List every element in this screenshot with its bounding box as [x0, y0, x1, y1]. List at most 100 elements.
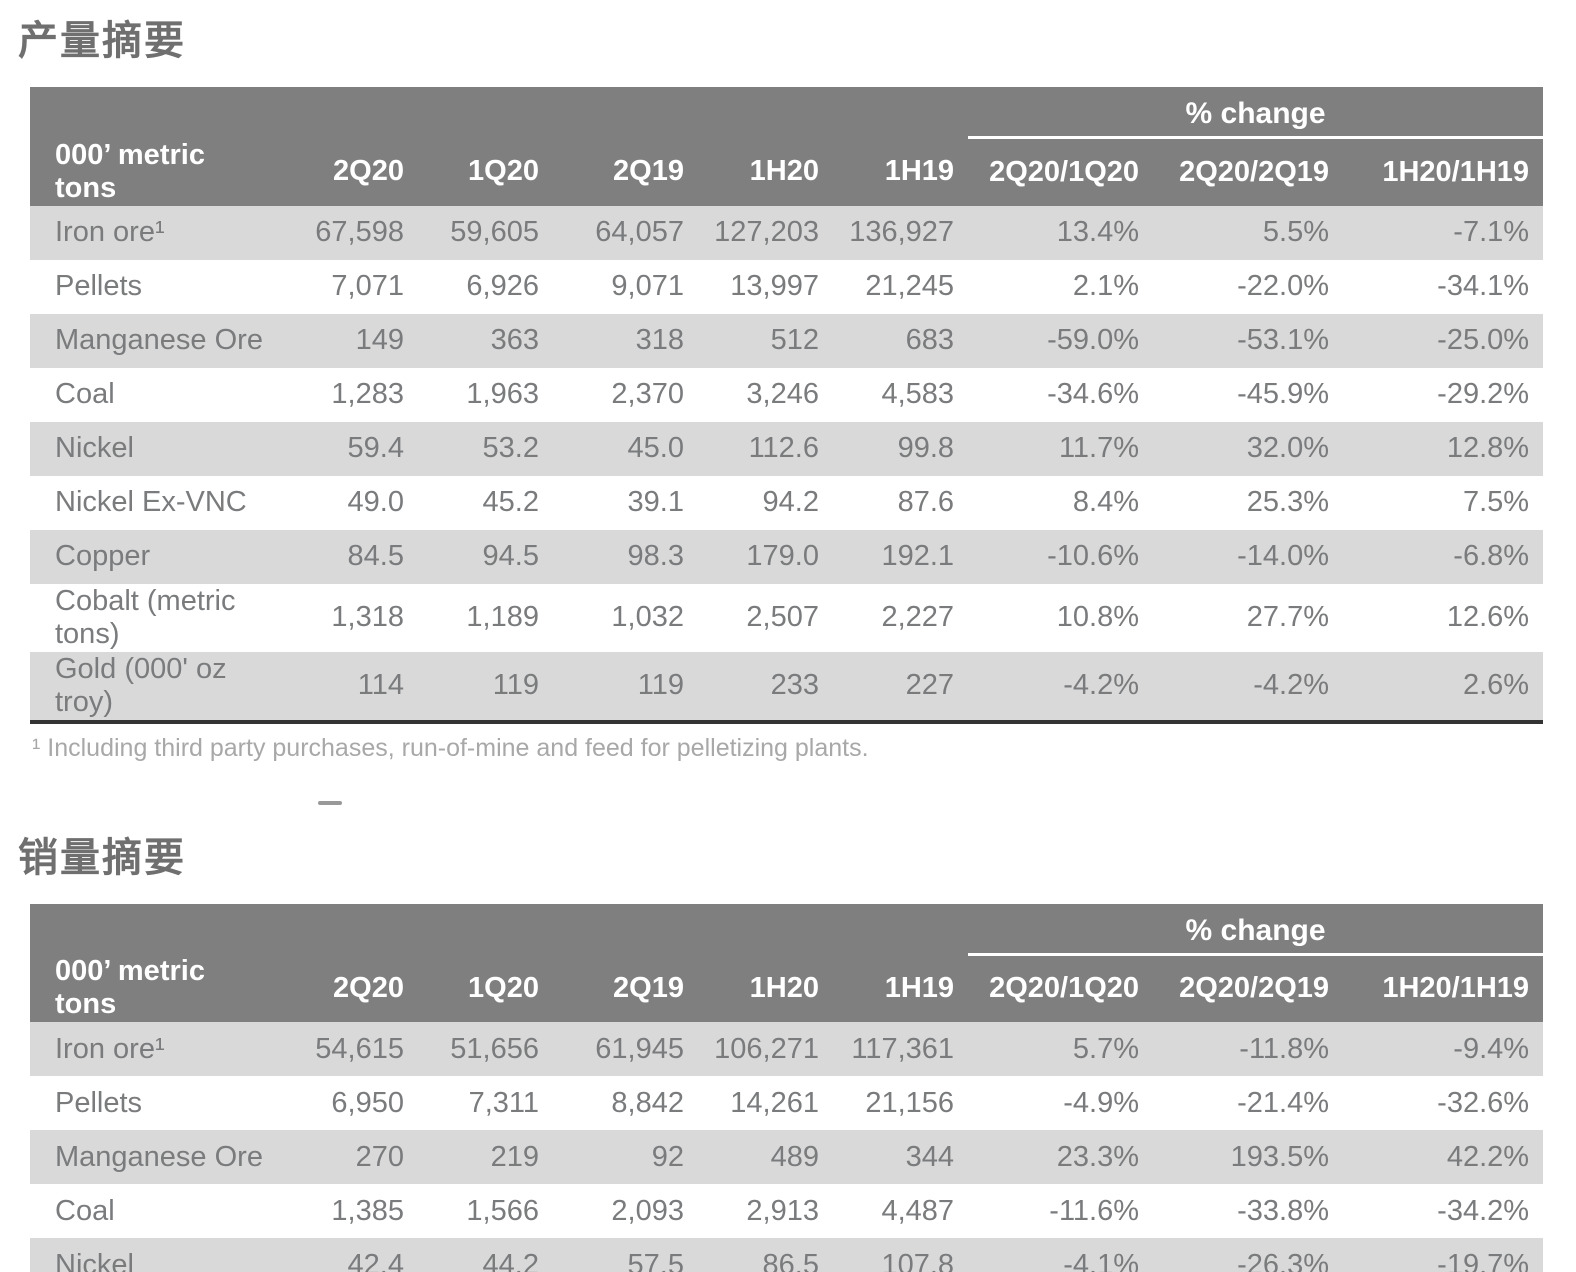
cell-value: 12.8% [1343, 421, 1544, 476]
cell-value: 1,032 [553, 583, 698, 652]
col-header-unit: 000’ metric tons [30, 954, 280, 1022]
table-row: Cobalt (metric tons) 1,318 1,189 1,032 2,507… [30, 583, 1544, 652]
production-table: % change 000’ metric tons 2Q20 1Q20 2Q19… [30, 87, 1544, 724]
cell-value: 5.5% [1153, 205, 1344, 260]
cell-value: 13.4% [968, 205, 1154, 260]
cell-value: 512 [698, 313, 833, 368]
cell-value: 9,071 [553, 259, 698, 314]
row-label: Pellets [30, 259, 280, 314]
cell-value: 51,656 [418, 1022, 553, 1076]
row-label: Coal [30, 1184, 280, 1238]
table-row: Pellets 6,950 7,311 8,842 14,261 21,156 -4.9% -… [30, 1076, 1544, 1130]
cell-value: 1,318 [280, 583, 418, 652]
cell-value: 193.5% [1153, 1130, 1344, 1184]
col-header-1h20-1h19: 1H20/1H19 [1343, 137, 1544, 206]
cell-value: 25.3% [1153, 475, 1344, 530]
cell-value: -29.2% [1343, 367, 1544, 422]
cell-value: 84.5 [280, 529, 418, 584]
col-header-1h20: 1H20 [698, 954, 833, 1022]
cell-value: 119 [418, 651, 553, 722]
cell-value: 86.5 [698, 1238, 833, 1272]
col-header-1q20: 1Q20 [418, 137, 553, 206]
cell-value: -21.4% [1153, 1076, 1344, 1130]
cell-value: 57.5 [553, 1238, 698, 1272]
table-row: Gold (000' oz troy) 114 119 119 233 227 -4.2% -… [30, 651, 1544, 722]
col-header-1q20: 1Q20 [418, 954, 553, 1022]
col-header-1h19: 1H19 [833, 954, 969, 1022]
cell-value: 61,945 [553, 1022, 698, 1076]
cell-value: 11.7% [968, 421, 1154, 476]
table-row: Nickel Ex-VNC 49.0 45.2 39.1 94.2 87.6 8.4% 25.… [30, 475, 1544, 530]
col-header-1h20: 1H20 [698, 137, 833, 206]
cell-value: 14,261 [698, 1076, 833, 1130]
cell-value: 318 [553, 313, 698, 368]
table-row: Manganese Ore 270 219 92 489 344 23.3% 193.5% 42… [30, 1130, 1544, 1184]
cell-value: -4.1% [968, 1238, 1154, 1272]
cell-value: 2,913 [698, 1184, 833, 1238]
cell-value: -11.6% [968, 1184, 1154, 1238]
cell-value: 53.2 [418, 421, 553, 476]
cell-value: 2,227 [833, 583, 969, 652]
cell-value: -14.0% [1153, 529, 1344, 584]
cell-value: -34.1% [1343, 259, 1544, 314]
row-label: Nickel Ex-VNC [30, 475, 280, 530]
col-header-2q20-1q20: 2Q20/1Q20 [968, 137, 1154, 206]
cell-value: 59.4 [280, 421, 418, 476]
production-footnote: ¹ Including third party purchases, run-o… [32, 733, 869, 762]
row-label: Nickel [30, 1238, 280, 1272]
production-section-title: 产量摘要 [18, 17, 186, 64]
cell-value: 119 [553, 651, 698, 722]
cell-value: 233 [698, 651, 833, 722]
header-spacer [30, 87, 969, 138]
cell-value: 2,370 [553, 367, 698, 422]
cell-value: 49.0 [280, 475, 418, 530]
cell-value: 227 [833, 651, 969, 722]
cell-value: -4.2% [1153, 651, 1344, 722]
cell-value: 6,926 [418, 259, 553, 314]
cell-value: 99.8 [833, 421, 969, 476]
cell-value: -33.8% [1153, 1184, 1344, 1238]
sales-table-header: % change 000’ metric tons 2Q20 1Q20 2Q19… [30, 903, 1544, 1022]
cell-value: 94.2 [698, 475, 833, 530]
table-row: Manganese Ore 149 363 318 512 683 -59.0% -53.1%… [30, 313, 1544, 368]
cell-value: -34.2% [1343, 1184, 1544, 1238]
cell-value: 1,283 [280, 367, 418, 422]
cell-value: -19.7% [1343, 1238, 1544, 1272]
header-spacer [30, 903, 969, 954]
cell-value: 112.6 [698, 421, 833, 476]
pct-change-header: % change [968, 903, 1544, 956]
cell-value: -10.6% [968, 529, 1154, 584]
row-label: Cobalt (metric tons) [30, 583, 280, 652]
cell-value: 21,156 [833, 1076, 969, 1130]
cell-value: 94.5 [418, 529, 553, 584]
cell-value: 23.3% [968, 1130, 1154, 1184]
cell-value: 12.6% [1343, 583, 1544, 652]
cell-value: 4,583 [833, 367, 969, 422]
row-label: Pellets [30, 1076, 280, 1130]
cell-value: -9.4% [1343, 1022, 1544, 1076]
row-label: Iron ore¹ [30, 205, 280, 260]
row-label: Copper [30, 529, 280, 584]
row-label: Coal [30, 367, 280, 422]
cell-value: 13,997 [698, 259, 833, 314]
cell-value: 1,963 [418, 367, 553, 422]
cell-value: -11.8% [1153, 1022, 1344, 1076]
col-header-2q19: 2Q19 [553, 954, 698, 1022]
cell-value: 3,246 [698, 367, 833, 422]
cell-value: 683 [833, 313, 969, 368]
cell-value: 127,203 [698, 205, 833, 260]
cell-value: -59.0% [968, 313, 1154, 368]
cell-value: 7,071 [280, 259, 418, 314]
cell-value: -22.0% [1153, 259, 1344, 314]
cell-value: -7.1% [1343, 205, 1544, 260]
col-header-2q19: 2Q19 [553, 137, 698, 206]
cell-value: 219 [418, 1130, 553, 1184]
cell-value: 5.7% [968, 1022, 1154, 1076]
cell-value: 32.0% [1153, 421, 1344, 476]
cell-value: -25.0% [1343, 313, 1544, 368]
cell-value: 114 [280, 651, 418, 722]
table-row: Coal 1,283 1,963 2,370 3,246 4,583 -34.6% -45.9… [30, 367, 1544, 422]
cell-value: 2.1% [968, 259, 1154, 314]
cell-value: 45.0 [553, 421, 698, 476]
cell-value: 54,615 [280, 1022, 418, 1076]
